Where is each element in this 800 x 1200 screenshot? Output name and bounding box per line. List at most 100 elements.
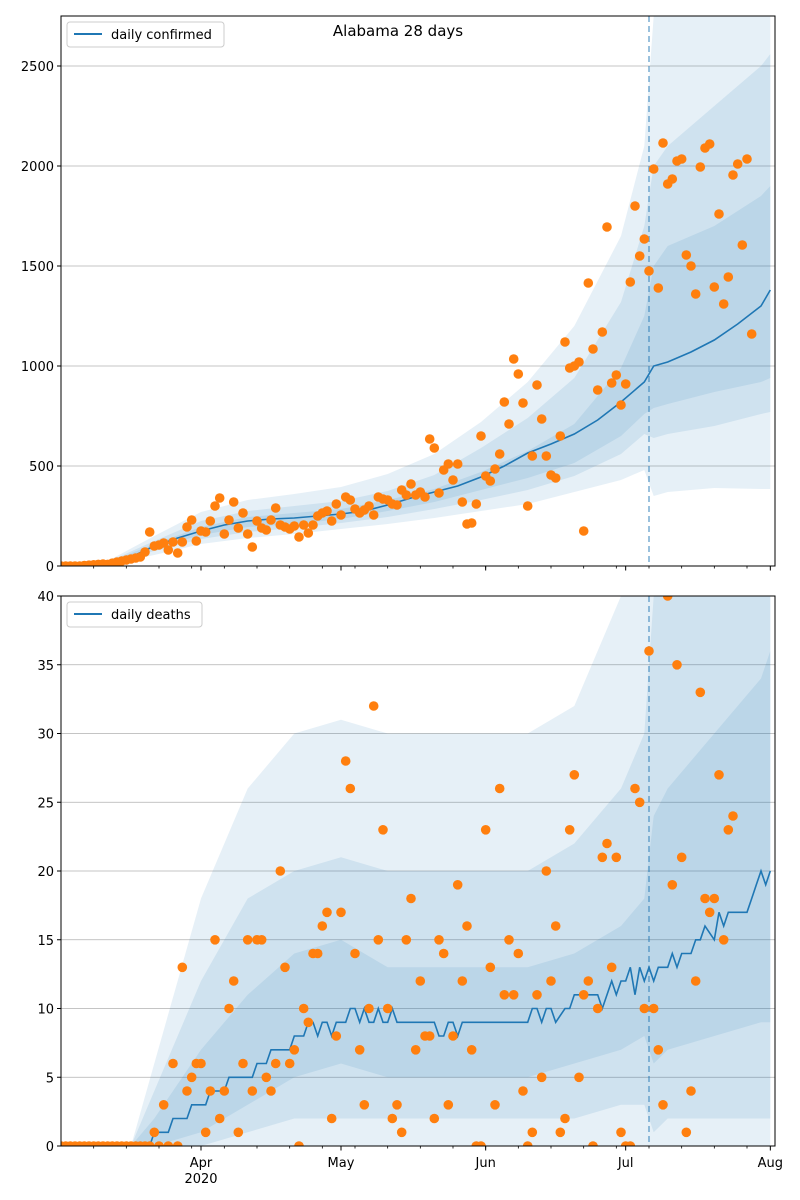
confirmed-point xyxy=(345,495,356,505)
confirmed-point xyxy=(718,299,729,309)
confirmed-x-ticks xyxy=(93,566,771,571)
deaths-point xyxy=(429,1113,440,1124)
deaths-point xyxy=(434,935,444,945)
deaths-point xyxy=(443,1100,454,1110)
confirmed-point xyxy=(172,548,183,558)
deaths-point xyxy=(672,660,682,670)
confirmed-point xyxy=(522,501,533,511)
deaths-point xyxy=(359,1100,370,1110)
confirmed-point xyxy=(401,490,412,500)
deaths-point xyxy=(676,852,687,863)
deaths-point xyxy=(504,935,514,945)
deaths-point xyxy=(368,701,379,711)
deaths-point xyxy=(228,976,239,986)
deaths-point xyxy=(742,0,752,5)
deaths-point xyxy=(238,1058,248,1069)
confirmed-point xyxy=(144,527,155,537)
deaths-point xyxy=(406,893,416,904)
deaths-y-tick-label: 10 xyxy=(37,1003,54,1018)
deaths-legend-box xyxy=(66,601,203,628)
deaths-point xyxy=(634,797,645,808)
confirmed-point xyxy=(625,277,636,287)
confirmed-y-tick-label: 1500 xyxy=(21,260,54,275)
confirmed-point xyxy=(228,497,239,507)
confirmed-point xyxy=(578,526,589,536)
deaths-point xyxy=(336,907,346,918)
deaths-point xyxy=(200,1127,211,1138)
deaths-point xyxy=(303,1017,314,1028)
confirmed-point xyxy=(499,397,510,407)
deaths-point xyxy=(242,935,253,945)
confirmed-legend-box xyxy=(66,21,225,48)
deaths-point xyxy=(611,852,622,863)
confirmed-y-tick-label: 2000 xyxy=(21,160,54,175)
confirmed-point xyxy=(714,209,724,219)
confirmed-band-2 xyxy=(61,54,771,566)
confirmed-point xyxy=(466,518,477,528)
deaths-point xyxy=(396,1127,407,1138)
x-tick-year-label: 2020 xyxy=(184,1172,217,1187)
x-tick-label: Apr xyxy=(190,1156,213,1171)
deaths-point xyxy=(592,1003,603,1014)
deaths-y-tick-label: 20 xyxy=(37,865,54,880)
confirmed-point xyxy=(452,459,463,469)
deaths-point xyxy=(462,921,472,931)
confirmed-point xyxy=(266,515,276,525)
confirmed-point xyxy=(536,414,547,424)
confirmed-point xyxy=(494,449,505,459)
confirmed-point xyxy=(550,473,561,483)
deaths-point xyxy=(354,1045,365,1055)
deaths-point xyxy=(747,0,757,5)
deaths-point xyxy=(210,935,220,945)
x-tick-label: Jul xyxy=(617,1156,634,1171)
deaths-point xyxy=(560,1113,570,1124)
deaths-point xyxy=(616,1127,626,1138)
confirmed-point xyxy=(270,503,281,513)
deaths-point xyxy=(312,948,323,959)
confirmed-point xyxy=(532,380,542,390)
confirmed-point xyxy=(289,521,300,531)
deaths-point xyxy=(766,0,776,5)
deaths-point xyxy=(494,783,505,794)
confirmed-y-ticks: 0 500 1000 1500 2000 2500 xyxy=(21,60,61,575)
deaths-point xyxy=(457,976,468,986)
confirmed-point xyxy=(686,261,696,271)
deaths-legend: daily deaths xyxy=(66,601,203,628)
confirmed-band-3 xyxy=(61,186,771,566)
confirmed-band-1 xyxy=(61,16,771,566)
confirmed-point xyxy=(658,138,668,148)
confirmed-y-tick-label: 0 xyxy=(46,560,54,575)
confirmed-point xyxy=(429,443,440,453)
deaths-point xyxy=(392,1100,402,1110)
deaths-point xyxy=(704,907,715,918)
confirmed-point xyxy=(709,282,720,292)
deaths-point xyxy=(485,962,496,973)
deaths-y-tick-label: 0 xyxy=(46,1140,54,1155)
confirmed-point xyxy=(238,508,248,518)
confirmed-point xyxy=(471,499,482,509)
confirmed-point xyxy=(331,499,342,509)
deaths-point xyxy=(686,1086,696,1096)
deaths-point xyxy=(294,1141,304,1146)
confirmed-point xyxy=(695,162,706,172)
deaths-point xyxy=(653,1045,664,1055)
confirmed-y-tick-label: 2500 xyxy=(21,60,54,75)
deaths-point xyxy=(410,1045,421,1055)
confirmed-point xyxy=(644,266,654,276)
confirmed-point xyxy=(756,0,766,5)
deaths-point xyxy=(658,1100,668,1110)
deaths-point xyxy=(569,770,580,780)
confirmed-point xyxy=(214,493,225,503)
confirmed-point xyxy=(690,289,701,299)
confirmed-point xyxy=(434,488,444,498)
confirmed-point xyxy=(560,337,570,347)
deaths-point xyxy=(438,948,449,959)
deaths-point xyxy=(373,935,384,945)
deaths-point xyxy=(490,1100,500,1110)
deaths-point xyxy=(424,1031,435,1041)
confirmed-point xyxy=(233,523,244,533)
deaths-point xyxy=(345,783,356,794)
deaths-point xyxy=(331,1031,342,1041)
